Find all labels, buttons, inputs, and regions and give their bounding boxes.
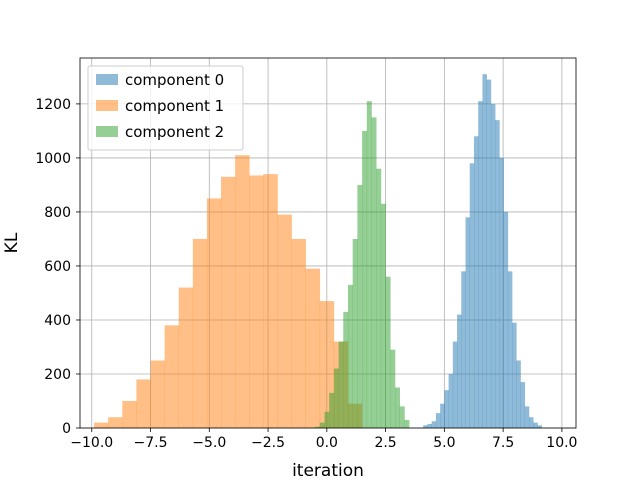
histogram-bar [528, 417, 534, 428]
legend-label: component 2 [125, 123, 224, 141]
histogram-bar [512, 322, 517, 428]
histogram-bar [329, 392, 335, 428]
y-tick-label: 1200 [35, 97, 71, 113]
histogram-bar [490, 103, 496, 428]
histogram-bar [469, 163, 475, 428]
x-tick-label: 2.5 [374, 435, 396, 451]
histogram-bar [473, 136, 479, 428]
legend-swatch [96, 126, 118, 137]
histogram-bar [338, 341, 344, 428]
histogram-bar [324, 411, 330, 428]
histogram-bar [366, 101, 372, 429]
histogram-bars [94, 74, 542, 429]
histogram-bar [435, 413, 441, 428]
histogram-bar [390, 349, 396, 428]
x-axis-title: iteration [292, 461, 364, 480]
histogram-bar [457, 314, 462, 428]
histogram-bar [423, 425, 428, 428]
histogram-bar [399, 406, 405, 428]
histogram-bar [136, 379, 151, 428]
series-1-bars [94, 155, 363, 429]
histogram-bar [537, 425, 542, 428]
histogram-bar [192, 238, 208, 428]
y-axis-ticks: 0 200 400 600 800 1000 1200 [35, 97, 80, 437]
histogram-bar [164, 325, 180, 428]
histogram-bar [461, 271, 466, 428]
histogram-bar [427, 423, 432, 428]
histogram-bar [482, 74, 487, 428]
x-tick-label: −7.5 [134, 435, 168, 451]
histogram-bar [507, 271, 513, 428]
histogram-bar [305, 268, 321, 428]
histogram-bar [108, 417, 123, 428]
y-tick-label: 200 [44, 367, 71, 383]
histogram-bar [333, 368, 339, 428]
histogram-bar [404, 419, 410, 428]
histogram-bar [520, 382, 526, 428]
histogram-bar [444, 390, 449, 428]
histogram-bar [495, 120, 500, 428]
histogram-bar [524, 406, 530, 428]
x-tick-label: 0.0 [316, 435, 338, 451]
histogram-bar [465, 217, 471, 428]
legend: component 0 component 1 component 2 [87, 65, 244, 151]
histogram-bar [206, 198, 222, 428]
x-axis-ticks: −10.0 −7.5 −5.0 −2.5 0.0 2.5 5.0 7.5 10.0 [70, 428, 577, 451]
histogram-bar [503, 211, 509, 428]
x-tick-label: 7.5 [492, 435, 514, 451]
y-tick-label: 800 [44, 205, 71, 221]
histogram-bar [343, 311, 349, 428]
histogram-bar [122, 400, 137, 428]
y-tick-label: 0 [62, 421, 71, 437]
series-0-bars [423, 74, 542, 429]
x-tick-label: −10.0 [70, 435, 113, 451]
histogram-bar [221, 176, 236, 428]
histogram-bar [235, 155, 250, 429]
histogram-bar [291, 238, 306, 428]
histogram-bar [357, 184, 363, 428]
x-tick-label: −5.0 [192, 435, 226, 451]
histogram-bar [516, 360, 521, 428]
x-tick-label: 5.0 [433, 435, 455, 451]
histogram-bar [376, 168, 382, 428]
histogram-bar [178, 287, 194, 428]
histogram-bar [486, 79, 492, 429]
y-tick-label: 600 [44, 259, 71, 275]
histogram-bar [94, 422, 109, 428]
histogram-bar [452, 341, 458, 428]
plot-area-frame [79, 57, 577, 429]
x-tick-label: 10.0 [546, 435, 577, 451]
histogram-bar [431, 421, 437, 428]
series-2-bars [315, 101, 410, 429]
legend-box [87, 65, 244, 151]
histogram-bar [478, 101, 483, 429]
legend-swatch [96, 100, 118, 111]
histogram-bar [352, 238, 358, 428]
histogram-bar [385, 276, 391, 428]
legend-label: component 1 [125, 97, 224, 115]
histogram-bar [249, 175, 264, 428]
y-tick-label: 400 [44, 313, 71, 329]
histogram-bar [362, 130, 368, 428]
histogram-bar [394, 387, 400, 428]
histogram-bar [499, 157, 504, 428]
legend-label: component 0 [125, 71, 224, 89]
histogram-bar [277, 214, 292, 428]
histogram-bar [150, 360, 165, 428]
legend-swatch [96, 74, 118, 85]
x-tick-label: −2.5 [251, 435, 285, 451]
histogram-bar [533, 422, 538, 428]
y-tick-label: 1000 [35, 151, 71, 167]
histogram-bar [347, 284, 353, 428]
histogram-bar [448, 373, 454, 428]
histogram-bar [315, 426, 321, 428]
histogram-bar [319, 422, 325, 428]
histogram-bar [440, 403, 445, 428]
histogram-bar [371, 117, 377, 428]
histogram-bar [380, 203, 386, 428]
y-axis-title: KL [2, 232, 22, 253]
histogram-bar [263, 174, 278, 428]
